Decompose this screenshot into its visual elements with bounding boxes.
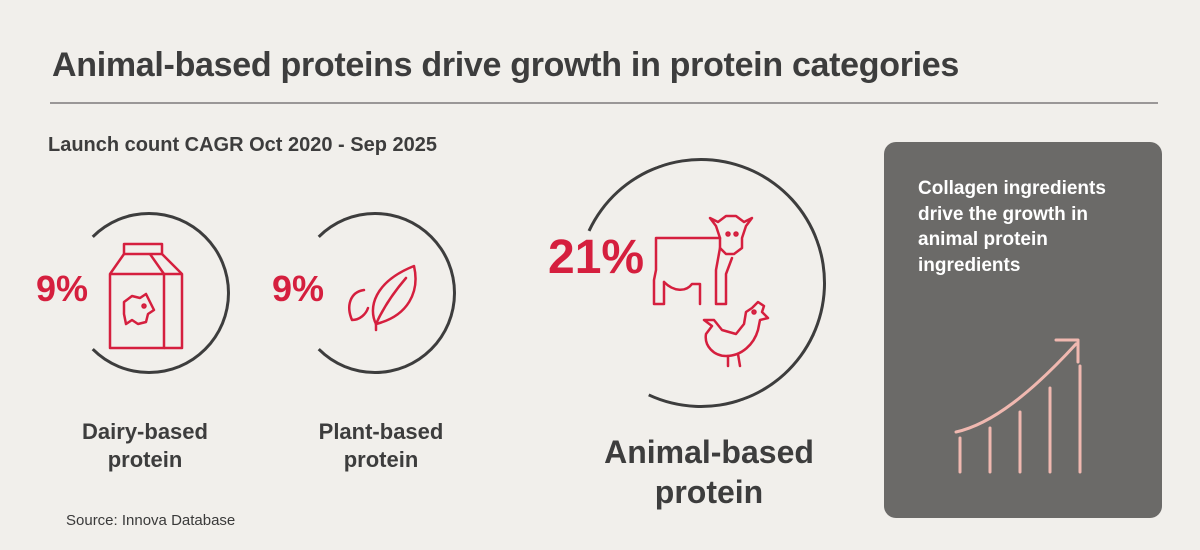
animal-label: Animal-based protein [584, 432, 834, 512]
animal-label-line2: protein [654, 474, 764, 510]
animal-value: 21% [548, 231, 645, 284]
source-note: Source: Innova Database [66, 512, 236, 529]
plant-label: Plant-based protein [286, 418, 476, 473]
leaf-icon [348, 264, 417, 332]
plant-value: 9% [272, 268, 325, 309]
growth-chart-icon [954, 338, 1082, 474]
insight-panel: Collagen ingredients drive the growth in… [884, 142, 1162, 518]
plant-label-line1: Plant-based [318, 419, 444, 444]
title-divider [50, 102, 1158, 104]
animal-label-line1: Animal-based [604, 434, 814, 470]
subtitle: Launch count CAGR Oct 2020 - Sep 2025 [48, 134, 437, 156]
dairy-value: 9% [36, 268, 89, 309]
dairy-label: Dairy-based protein [50, 418, 240, 473]
milk-carton-icon [108, 242, 184, 350]
insight-text: Collagen ingredients drive the growth in… [918, 178, 1106, 276]
dairy-label-line2: protein [107, 446, 183, 472]
plant-label-line2: protein [343, 446, 419, 472]
plant-circle [294, 212, 456, 374]
cow-chicken-icon [652, 214, 770, 368]
page-title: Animal-based proteins drive growth in pr… [52, 46, 960, 84]
dairy-circle [68, 212, 230, 374]
dairy-label-line1: Dairy-based [82, 419, 208, 444]
